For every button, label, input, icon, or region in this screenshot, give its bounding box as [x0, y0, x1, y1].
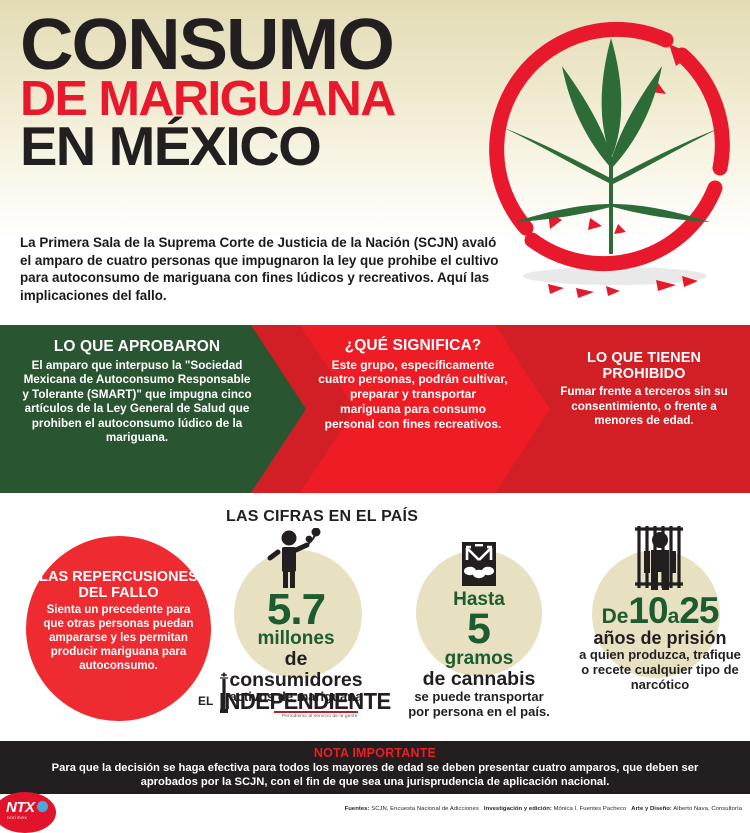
cannabis-bag-icon: [404, 528, 554, 590]
title-line-1: CONSUMO: [20, 5, 395, 85]
banner-column-aprobaron: LO QUE APROBARON El amparo que interpuso…: [22, 325, 252, 493]
stat-connector-3: a: [667, 605, 680, 628]
stat-sub-1: activos de mariguana: [229, 689, 363, 705]
stat-grams: Hasta 5 gramos de cannabis se puede tran…: [404, 528, 554, 720]
repercussions-circle: LAS REPERCUSIONES DEL FALLO Sienta un pr…: [26, 536, 211, 721]
stat-number-3b: 25: [679, 590, 719, 631]
note-body: Para que la decisión se haga efectiva pa…: [51, 762, 699, 788]
credits-research-label: Investigación y edición:: [483, 806, 552, 812]
angel-column-icon: [220, 672, 228, 713]
stat-label-3: años de prisión: [593, 628, 727, 648]
title-line-2: DE MARIGUANA: [20, 72, 396, 127]
banner-column-prohibido: LO QUE TIENEN PROHIBIDO Fumar frente a t…: [548, 325, 740, 493]
banner-body-2: Este grupo, específicamente cuatro perso…: [318, 357, 508, 432]
banner-column-significa: ¿QUÉ SIGNIFICA? Este grupo, específicame…: [318, 325, 508, 493]
stat-label-1: de consumidores: [229, 648, 363, 691]
banner-green-chevron: [0, 325, 306, 493]
stat-disc-1: [234, 550, 362, 678]
repercussions-heading: LAS REPERCUSIONES DEL FALLO: [39, 569, 198, 601]
credits-bar: Fuentes: SCJN, Encuesta Nacional de Adic…: [0, 794, 750, 833]
logo-name: INDEPENDIENTE: [219, 688, 391, 714]
stat-prefix-3: De: [601, 605, 629, 628]
banner-heading-3: LO QUE TIENEN PROHIBIDO: [586, 350, 702, 382]
stat-consumers: 5.7 millones de consumidores activos de …: [216, 528, 376, 705]
stat-unit-1: millones: [257, 628, 335, 650]
ntx-subtext: notimex: [7, 815, 28, 820]
el-independiente-logo: EL INDEPENDIENTE Periodismo al servicio …: [198, 672, 391, 720]
page-title: CONSUMO DE MARIGUANA EN MÉXICO: [20, 9, 510, 174]
stat-prefix-2: Hasta: [453, 589, 505, 610]
repercussions-body: Sienta un precedente para que otras pers…: [43, 604, 194, 672]
stat-sub-3: a quien produzca, trafique o recete cual…: [579, 646, 741, 692]
figures-section-title: LAS CIFRAS EN EL PAÍS: [226, 508, 419, 525]
banner-body-1: El amparo que interpuso la "Sociedad Mex…: [22, 358, 252, 445]
logo-el: EL: [198, 694, 214, 708]
stat-number-3a: 10: [628, 590, 668, 631]
intro-paragraph: La Primera Sala de la Suprema Corte de J…: [20, 235, 499, 304]
logo-tagline: Periodismo al servicio de la gente: [282, 713, 358, 718]
banner-body-3: Fumar frente a terceros sin su consentim…: [560, 385, 728, 427]
note-heading: NOTA IMPORTANTE: [313, 746, 437, 760]
notimex-logo: NTX notimex: [0, 792, 56, 833]
ntx-dot-icon: [37, 801, 48, 812]
stat-prison: De10a25 años de prisión a quien produzca…: [578, 522, 742, 693]
banner-heading-1: LO QUE APROBARON: [53, 338, 221, 355]
logo-rule: [274, 711, 358, 713]
person-holding-cannabis-branch-icon: [216, 528, 376, 590]
credits-design-label: Arte y Diseño:: [631, 806, 672, 812]
credits-sources-label: Fuentes:: [344, 806, 370, 812]
credits-research: Mónica I. Fuentes Pacheco: [553, 806, 627, 812]
credits-design: Alberto Nava, Consultoría: [673, 806, 742, 812]
credits-text: Fuentes: SCJN, Encuesta Nacional de Adic…: [345, 806, 742, 812]
stat-number-1: 5.7: [266, 585, 326, 634]
stat-label-2: de cannabis: [422, 668, 536, 691]
stat-number-2: 5: [467, 604, 491, 653]
banner-three-columns: LO QUE APROBARON El amparo que interpuso…: [0, 325, 750, 493]
title-line-3: EN MÉXICO: [20, 114, 322, 177]
important-note: NOTA IMPORTANTE Para que la decisión se …: [0, 741, 750, 794]
stat-range-3: De10a25: [578, 592, 742, 629]
prohibition-cannabis-leaf-icon: [489, 21, 730, 298]
banner-heading-2: ¿QUÉ SIGNIFICA?: [344, 337, 482, 354]
header: CONSUMO DE MARIGUANA EN MÉXICO La Primer…: [0, 0, 750, 325]
credits-sources: SCJN, Encuesta Nacional de Adicciones: [371, 806, 479, 812]
stat-unit-2: gramos: [444, 648, 514, 670]
prisoner-behind-bars-icon: [578, 522, 742, 592]
stat-sub-2: se puede transportar por persona en el p…: [408, 688, 550, 719]
ntx-text: NTX: [6, 799, 35, 816]
